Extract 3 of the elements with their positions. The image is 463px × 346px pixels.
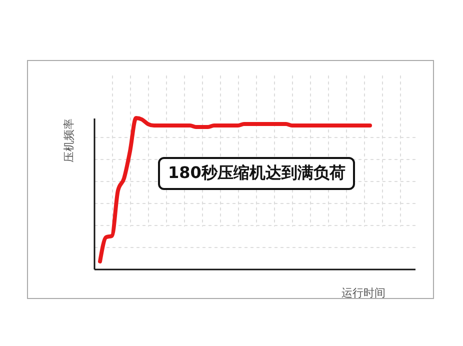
x-axis-title: 运行时间 xyxy=(342,286,386,300)
y-axis-title: 压机频率 xyxy=(62,118,76,162)
annotation: 180秒压缩机达到满负荷 xyxy=(158,157,356,190)
